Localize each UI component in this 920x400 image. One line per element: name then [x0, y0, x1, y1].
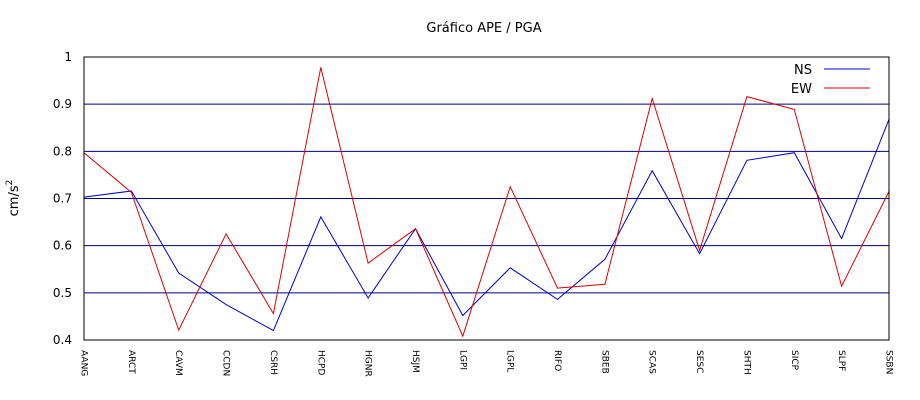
x-tick-label: SICP — [789, 350, 799, 371]
legend-label-ew: EW — [791, 82, 812, 97]
y-tick-label: 0.9 — [53, 97, 72, 111]
series-line-ns — [83, 119, 890, 332]
grid-layer — [84, 103, 889, 294]
y-tick-label: 0.4 — [53, 333, 72, 347]
x-tick-label: SSBN — [884, 350, 894, 374]
y-tick-label: 0.7 — [53, 192, 72, 206]
y-axis-label: cm/s2 — [5, 180, 22, 217]
y-axis-label-unit: cm/s — [7, 185, 22, 216]
x-tick-label: SLPF — [836, 350, 846, 371]
x-tick-label: HCPD — [315, 350, 325, 375]
x-tick-label: SCAS — [647, 350, 657, 374]
y-tick-labels: 0.4 0.5 0.6 0.7 0.8 0.9 1 — [53, 50, 72, 347]
series-line-ew — [83, 67, 890, 338]
plot-frame — [83, 56, 890, 341]
y-tick-label: 0.6 — [53, 239, 72, 253]
y-tick-label: 0.8 — [53, 144, 72, 158]
y-tick-label: 1 — [64, 50, 72, 64]
y-tick-label: 0.5 — [53, 286, 72, 300]
x-tick-label: HGNR — [363, 350, 373, 377]
legend-label-ns: NS — [794, 63, 812, 78]
x-tick-label: CCDN — [221, 350, 231, 376]
series-layer — [83, 67, 890, 338]
x-tick-label: CSRH — [268, 350, 278, 375]
x-tick-label: HSJM — [410, 350, 420, 373]
x-tick-label: AANG — [79, 350, 89, 376]
x-tick-label: CAVM — [173, 350, 183, 376]
x-tick-labels: AANG ARCT CAVM CCDN CSRH HCPD HGNR HSJM LGPI LGPL… — [79, 350, 894, 377]
legend: NS EW — [791, 63, 870, 97]
x-tick-label: LGPL — [505, 350, 515, 372]
chart-title: Gráfico APE / PGA — [426, 21, 541, 36]
x-tick-label: SESC — [694, 350, 704, 373]
y-axis-label-exponent: 2 — [5, 180, 15, 186]
x-tick-label: SHTH — [741, 350, 751, 375]
x-tick-label: ARCT — [126, 350, 136, 374]
x-tick-label: SBEB — [599, 350, 609, 374]
x-tick-label: LGPI — [457, 350, 467, 370]
x-tick-label: RIFO — [552, 350, 562, 371]
